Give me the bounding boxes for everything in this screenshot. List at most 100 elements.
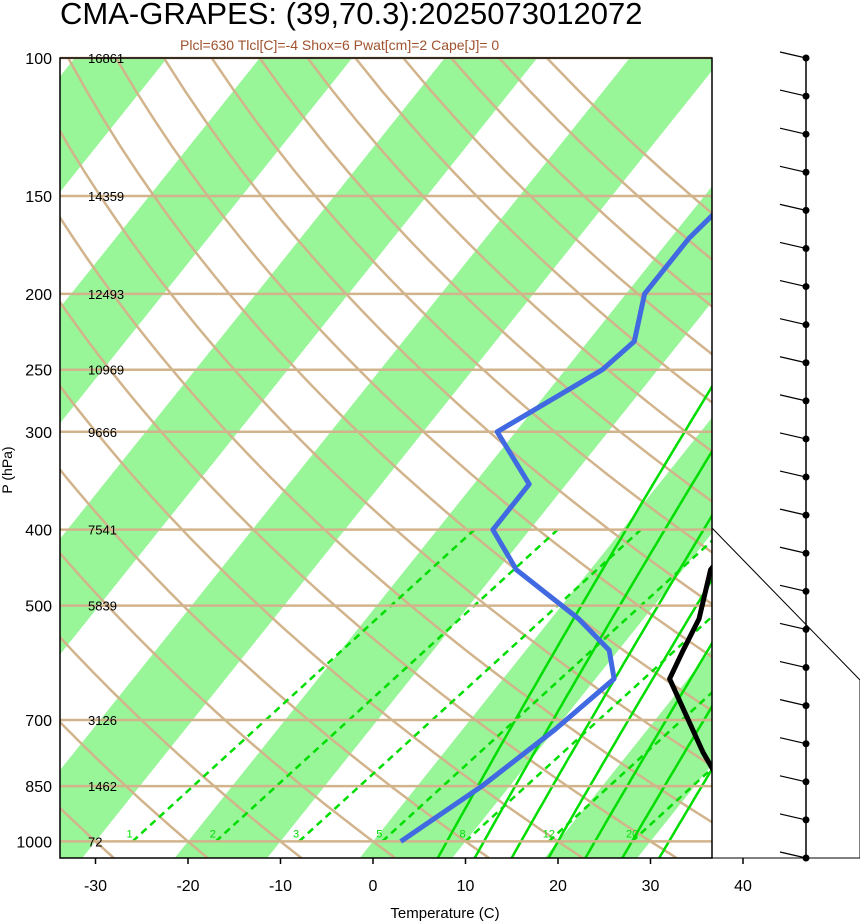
wind-barb xyxy=(779,51,807,59)
moist-adiabat-label: 12 xyxy=(762,340,776,355)
pressure-tick-label: 200 xyxy=(25,287,52,304)
x-tick-label: -20 xyxy=(176,878,199,895)
moist-adiabat xyxy=(584,640,712,858)
dry-adiabat xyxy=(306,58,712,454)
dry-adiabat xyxy=(258,58,712,503)
wind-barb xyxy=(779,470,807,478)
mixing-ratio-line xyxy=(298,528,642,843)
wind-barb xyxy=(779,241,807,250)
wind-barb xyxy=(779,546,807,554)
x-tick-label: -10 xyxy=(269,878,292,895)
sounding-series xyxy=(667,563,712,773)
pressure-tick-label: 850 xyxy=(25,779,52,796)
mixing-ratio-line xyxy=(131,528,476,843)
height-label: 7541 xyxy=(88,523,117,538)
mixing-ratio-line xyxy=(381,539,712,843)
mixing-ratio-lines: 1 2 3 5 8 12 20 xyxy=(127,528,712,843)
wind-barb xyxy=(779,394,807,402)
mixing-ratio-label: 12 xyxy=(543,828,555,840)
x-tick-label: 40 xyxy=(734,878,752,895)
wind-barb xyxy=(779,622,807,631)
wind-barb xyxy=(779,165,807,173)
moist-adiabat-label: 16 xyxy=(802,340,816,355)
mixing-ratio-label: 3 xyxy=(293,828,299,840)
wind-barb xyxy=(779,660,807,669)
mixing-ratio-label: 5 xyxy=(376,828,382,840)
pressure-tick-label: 500 xyxy=(25,599,52,616)
moist-adiabat xyxy=(510,513,712,858)
wind-barb xyxy=(779,813,807,821)
dry-adiabat xyxy=(60,215,712,824)
height-label: 14359 xyxy=(88,189,124,204)
moist-adiabat xyxy=(436,384,712,858)
hodo-region xyxy=(711,527,860,859)
moist-adiabat xyxy=(658,766,712,858)
mixing-ratio-line xyxy=(547,690,712,843)
wind-barb xyxy=(779,356,807,364)
dry-adiabat xyxy=(60,635,303,858)
isotherm-band xyxy=(359,417,712,858)
pressure-tick-label: 700 xyxy=(25,713,52,730)
dry-adiabat xyxy=(162,58,712,606)
height-label: 5839 xyxy=(88,599,117,614)
sounding-profiles xyxy=(399,212,712,844)
x-tick-label: 10 xyxy=(457,878,475,895)
height-label: 10969 xyxy=(88,363,124,378)
mixing-ratio-label: 2 xyxy=(210,828,216,840)
dry-adiabat xyxy=(60,551,396,858)
dry-adiabat xyxy=(60,720,209,858)
wind-barb-column xyxy=(711,51,860,862)
x-tick-label: 0 xyxy=(369,878,378,895)
pressure-tick-label: 250 xyxy=(25,363,52,380)
wind-barb xyxy=(779,699,807,707)
chart-title: CMA-GRAPES: (39,70.3):2025073012072 xyxy=(60,0,643,31)
wind-barb xyxy=(779,775,807,783)
pressure-tick-label: 100 xyxy=(25,51,52,68)
pressure-tick-label: 1000 xyxy=(16,834,52,851)
isotherm-band xyxy=(60,58,538,655)
pressure-tick-label: 400 xyxy=(25,523,52,540)
moist-adiabat xyxy=(547,577,712,858)
x-tick-label: -30 xyxy=(84,878,107,895)
height-label: 3126 xyxy=(88,713,117,728)
wind-barb xyxy=(779,851,807,859)
dry-adiabat xyxy=(60,128,712,768)
moist-adiabat-label: 20 xyxy=(842,340,856,355)
mixing-ratio-label: 8 xyxy=(460,828,466,840)
dry-adiabat xyxy=(354,58,712,404)
axes: -30 -20 -10 0 10 20 30 40 Temperature (C) P (hPa) xyxy=(0,57,752,921)
isotherm-band xyxy=(60,58,353,424)
wind-barb xyxy=(779,279,807,288)
pressure-tick-label: 300 xyxy=(25,425,52,442)
mixing-ratio-line xyxy=(214,528,559,843)
x-tick-label: 20 xyxy=(549,878,567,895)
dry-adiabat xyxy=(67,58,712,713)
moist-adiabats: 8121620242832 xyxy=(436,340,856,858)
dry-adiabat xyxy=(60,384,584,858)
height-label: 9666 xyxy=(88,425,117,440)
wind-barb xyxy=(779,203,807,211)
height-label: 72 xyxy=(88,834,102,849)
wind-barb xyxy=(779,89,807,97)
isotherm-bands xyxy=(60,58,712,858)
dry-adiabat xyxy=(60,300,678,858)
chart-subtitle: Plcl=630 Tlcl[C]=-4 Shox=6 Pwat[cm]=2 Ca… xyxy=(180,37,500,53)
mixing-ratio-label: 20 xyxy=(626,828,638,840)
moist-adiabat xyxy=(621,704,712,858)
dry-adiabat xyxy=(60,467,490,858)
isotherm-band xyxy=(174,186,712,858)
wind-barb xyxy=(779,432,807,440)
wind-barb xyxy=(779,508,807,516)
plot-frame xyxy=(59,57,713,859)
dry-adiabat xyxy=(210,58,712,554)
x-axis-label: Temperature (C) xyxy=(390,905,499,921)
wind-barb xyxy=(779,318,807,326)
sounding-series xyxy=(399,212,712,844)
x-tick-label: 30 xyxy=(642,878,660,895)
moist-adiabat xyxy=(473,448,712,858)
pressure-tick-label: 150 xyxy=(25,189,52,206)
height-label: 12493 xyxy=(88,287,124,302)
height-label: 1462 xyxy=(88,779,117,794)
